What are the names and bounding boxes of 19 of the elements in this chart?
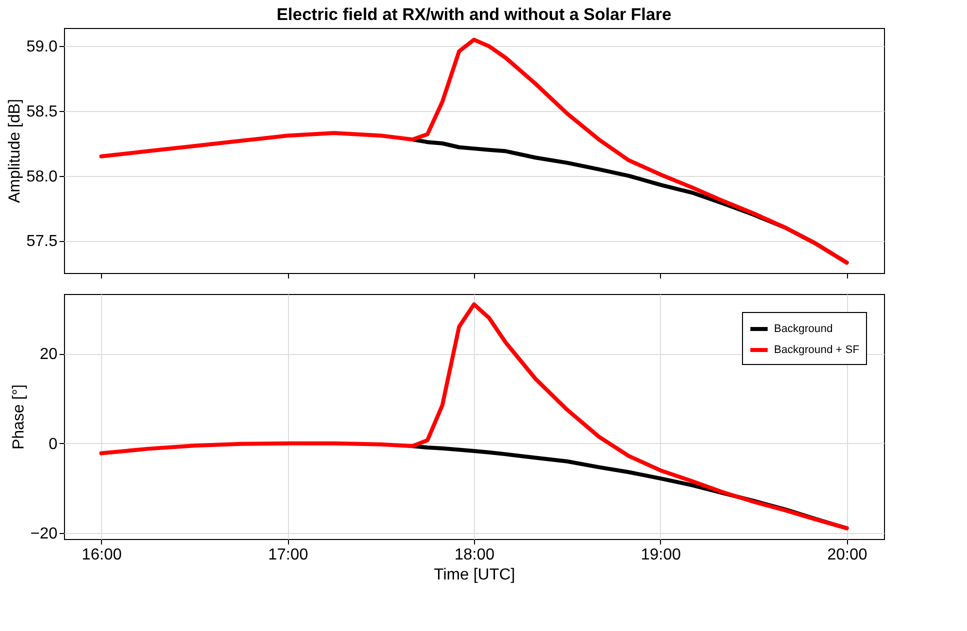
y-tick-label: 58.5 xyxy=(26,103,58,120)
legend-label: Background xyxy=(774,323,833,335)
y-axis-title: Phase [°] xyxy=(10,384,28,450)
y-tick-label: 58.0 xyxy=(26,168,58,186)
x-axis-title: Time [UTC] xyxy=(434,566,516,584)
chart-title: Electric field at RX/with and without a Solar Flare xyxy=(276,5,672,24)
y-tick-label: 20 xyxy=(40,346,58,364)
y-tick-label: 57.5 xyxy=(26,233,58,250)
y-axis-title: Amplitude [dB] xyxy=(6,98,24,204)
x-tick-label: 17:00 xyxy=(268,546,308,564)
x-tick-label: 18:00 xyxy=(454,546,495,564)
line-series xyxy=(99,38,849,265)
x-tick-label: 20:00 xyxy=(827,546,868,564)
y-tick-label: 59.0 xyxy=(26,38,58,56)
y-tick-label: 0 xyxy=(48,436,58,453)
legend-label: Background + SF xyxy=(774,344,860,356)
x-tick-label: 19:00 xyxy=(640,546,681,564)
x-tick-label: 16:00 xyxy=(82,546,122,564)
y-tick-label: −20 xyxy=(30,526,58,543)
